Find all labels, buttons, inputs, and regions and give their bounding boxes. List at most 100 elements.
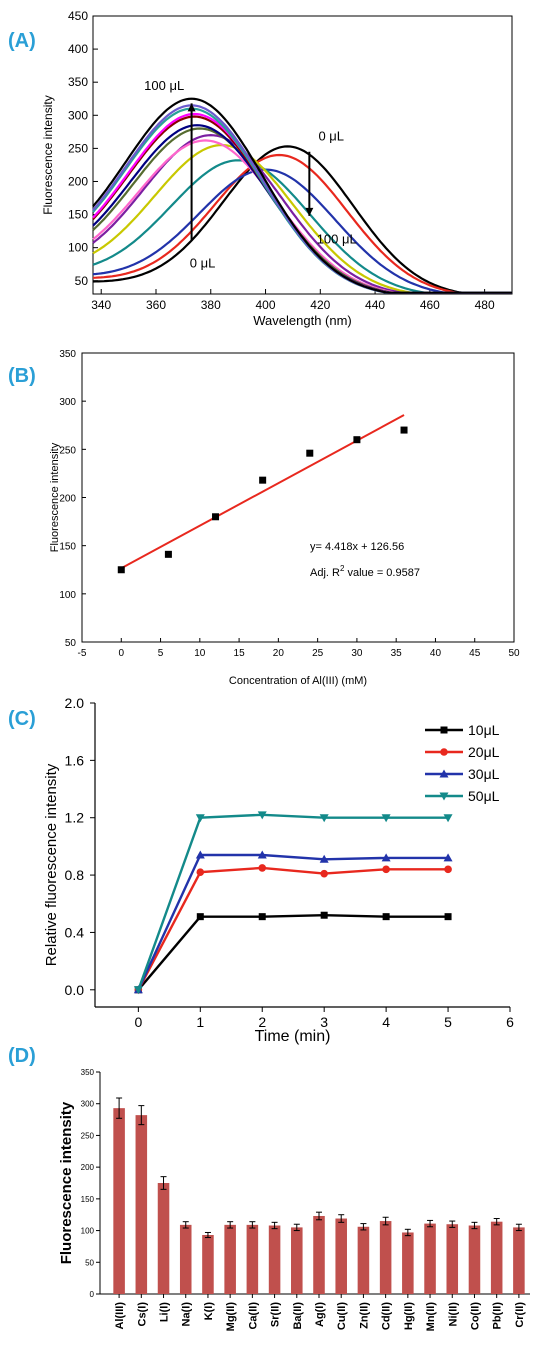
- series-marker: [133, 986, 143, 995]
- x-tick-label-b: 35: [391, 648, 403, 659]
- spectrum-series-line: [92, 104, 512, 294]
- panel-label-c: (C): [8, 708, 36, 730]
- x-tick-label-d: Cs(I): [136, 1302, 148, 1327]
- series-marker: [258, 864, 267, 872]
- y-tick-label-a: 150: [68, 208, 88, 222]
- x-axis-label-c: Time (min): [255, 1028, 331, 1045]
- panel-a: (A) 50 100 150 200 250 300 350 400 450 340 360 380 4…: [0, 0, 537, 335]
- spectrum-series-line: [92, 97, 512, 294]
- x-tick-label-d: Li(I): [159, 1302, 171, 1322]
- data-point: [212, 513, 220, 521]
- y-tick-label-c: 1.6: [65, 752, 85, 768]
- spectrum-series-line: [92, 145, 512, 294]
- x-tick-label-d: Ag(I): [314, 1302, 326, 1327]
- x-tick-label-c: 0: [134, 1014, 142, 1030]
- x-tick-label-d: Cu(II): [336, 1302, 348, 1330]
- annotation-top-left: 100 μL: [144, 78, 184, 93]
- y-axis-label-b: Fluorescence intensity: [49, 442, 61, 552]
- legend-marker: [439, 769, 449, 778]
- y-tick-label-d: 150: [81, 1195, 95, 1204]
- bar: [246, 1224, 259, 1294]
- y-tick-label-b: 100: [59, 590, 76, 601]
- y-tick-label-a: 100: [68, 241, 88, 255]
- bar: [157, 1183, 170, 1294]
- bar: [135, 1115, 148, 1294]
- bar: [224, 1224, 236, 1294]
- y-axis-label-a: Fluorescence intensity: [41, 95, 55, 214]
- plot-frame-a: [92, 15, 513, 295]
- y-tick-label-b: 300: [59, 397, 76, 408]
- bar: [113, 1108, 125, 1294]
- y-tick-label-b: 200: [59, 494, 76, 505]
- bar: [291, 1227, 303, 1294]
- arrow-head-up: [187, 103, 196, 112]
- spectrum-series-line: [92, 143, 512, 294]
- bar: [513, 1227, 525, 1294]
- x-tick-label-c: 4: [382, 1014, 390, 1030]
- data-point: [353, 436, 361, 444]
- bar: [490, 1221, 503, 1294]
- series-marker: [319, 854, 329, 863]
- legend-label: 30μL: [468, 766, 500, 782]
- annotation-bottom-left: 0 μL: [190, 256, 216, 271]
- y-tick-label-c: 0.4: [65, 924, 85, 940]
- x-tick-label-a: 340: [91, 298, 111, 312]
- y-tick-label-b: 250: [59, 445, 76, 456]
- series-marker: [258, 913, 266, 921]
- x-tick-label-d: Zn(II): [358, 1302, 370, 1329]
- x-tick-label-d: Co(II): [469, 1302, 481, 1330]
- y-axis-label-c: Relative fluorescence intensity: [43, 763, 60, 966]
- plot-frame-b: [81, 352, 515, 643]
- series-marker: [196, 913, 204, 921]
- r2-prefix: Adj. R: [310, 567, 340, 579]
- y-axis-label-d: Fluorescence intensity: [58, 1101, 75, 1264]
- bar: [357, 1226, 370, 1294]
- data-point: [117, 566, 125, 574]
- x-tick-label-d: Pb(II): [492, 1302, 504, 1330]
- y-tick-label-d: 200: [81, 1163, 95, 1172]
- panel-b: (B) 50 100 150 200 250 300 350 -5 0 5 10 15 20 25 30 35…: [0, 335, 537, 690]
- data-point: [164, 550, 172, 558]
- x-tick-label-b: 5: [158, 648, 164, 659]
- bar: [468, 1225, 481, 1294]
- spectrum-series-line: [92, 168, 512, 294]
- x-tick-label-a: 440: [365, 298, 385, 312]
- x-tick-label-b: 10: [194, 648, 206, 659]
- y-tick-label-a: 400: [68, 42, 88, 56]
- series-marker: [319, 814, 329, 823]
- y-tick-label-d: 350: [81, 1068, 95, 1077]
- annotation-top-right: 0 μL: [318, 128, 344, 143]
- x-tick-label-a: 480: [475, 298, 495, 312]
- bar: [402, 1232, 414, 1294]
- series-marker: [443, 814, 453, 823]
- x-tick-label-b: 40: [430, 648, 442, 659]
- x-tick-label-d: Ba(II): [292, 1302, 304, 1330]
- series-line: [137, 866, 449, 991]
- y-tick-label-b: 150: [59, 542, 76, 553]
- y-tick-label-a: 200: [68, 174, 88, 188]
- x-tick-label-d: Ni(II): [447, 1302, 459, 1327]
- series-marker: [444, 913, 452, 921]
- r2-superscript: 2: [340, 564, 345, 573]
- series-marker: [196, 868, 205, 877]
- legend-label: 50μL: [468, 788, 500, 804]
- series-marker: [195, 850, 205, 859]
- chart-a: 50 100 150 200 250 300 350 400 450 340 360 380 400 42…: [41, 9, 513, 328]
- x-tick-label-d: Cd(II): [381, 1302, 393, 1330]
- x-tick-label-b: 50: [508, 648, 520, 659]
- y-tick-label-a: 300: [68, 108, 88, 122]
- bar: [268, 1225, 281, 1294]
- x-tick-label-c: 5: [444, 1014, 452, 1030]
- series-line: [137, 853, 449, 991]
- legend-marker: [440, 748, 448, 756]
- x-tick-label-d: Na(I): [181, 1302, 193, 1327]
- panel-c: (C) 0.0 0.4 0.8 1.2 1.6 2.0 0 1 2 3 4 5 6 Time (min) R…: [0, 690, 537, 1045]
- chart-d: 0 50 100 150 200 250 300 350 Fluorescence intens…: [58, 1068, 530, 1331]
- bar: [446, 1224, 459, 1294]
- bar: [379, 1221, 392, 1294]
- x-tick-label-d: Ca(II): [247, 1302, 259, 1330]
- x-tick-label-b: 15: [234, 648, 246, 659]
- x-tick-label-c: 2: [258, 1014, 266, 1030]
- y-tick-label-b: 50: [65, 638, 77, 649]
